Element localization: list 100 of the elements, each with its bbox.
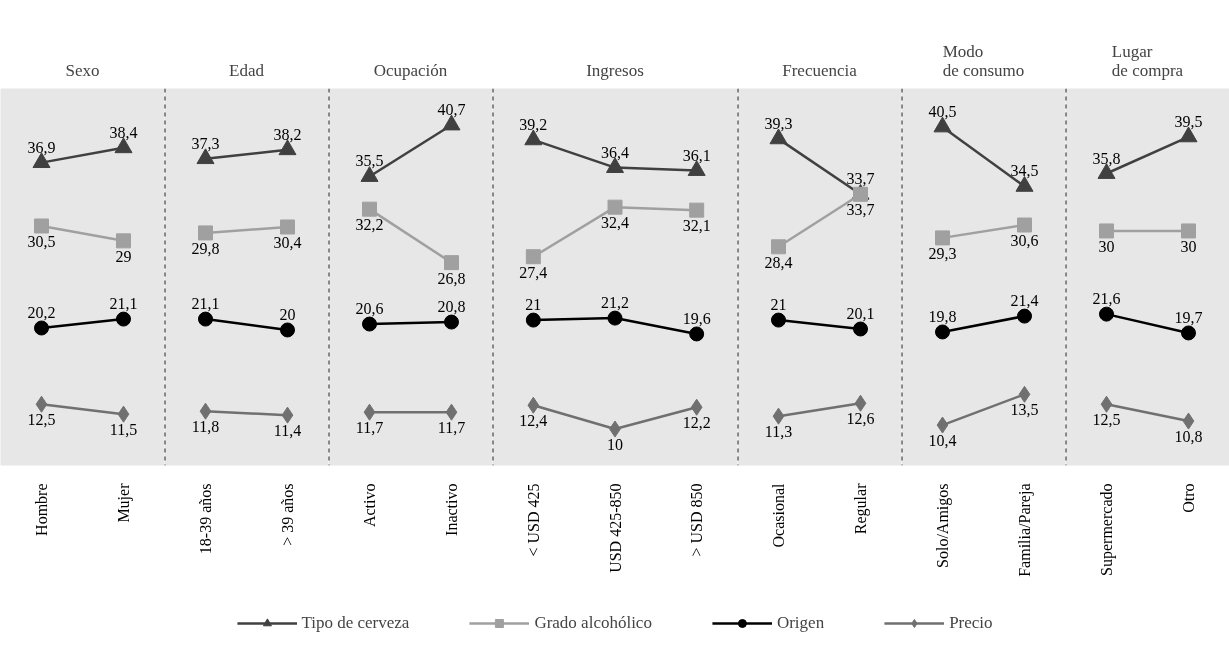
x-tick-label: Inactivo (443, 483, 460, 536)
point (771, 239, 786, 255)
x-tick-label: 18-39 años (197, 483, 214, 555)
point (199, 402, 212, 420)
data-label: 38,4 (109, 123, 138, 141)
point (34, 218, 49, 234)
point (281, 406, 294, 424)
data-label: 19,7 (1174, 308, 1203, 326)
x-tick-label: Ocasional (770, 482, 787, 548)
data-label: 21 (770, 296, 787, 314)
data-label: 35,8 (1092, 149, 1121, 167)
point (1100, 395, 1113, 413)
data-label: 35,5 (355, 152, 384, 170)
data-label: 10,4 (928, 432, 957, 450)
point (607, 310, 623, 326)
x-tick-label: > 39 años (279, 483, 296, 546)
point (853, 321, 868, 337)
point (771, 312, 786, 328)
point (935, 324, 950, 340)
data-label: 32,2 (355, 216, 384, 234)
point (444, 314, 459, 330)
point (1018, 385, 1031, 403)
data-label: 30 (1098, 237, 1115, 255)
data-label: 11,8 (191, 418, 220, 436)
data-label: 11,4 (273, 422, 302, 440)
point (689, 326, 705, 342)
point (35, 395, 48, 413)
data-label: 10 (607, 436, 623, 454)
data-label: 12,5 (1092, 411, 1121, 429)
legend-label: Tipo de cerveza (301, 613, 410, 633)
data-label: 39,2 (519, 115, 548, 133)
x-tick-label: USD 425-850 (606, 483, 624, 573)
point (1181, 325, 1196, 341)
data-label: 21,6 (1092, 290, 1121, 308)
point (689, 202, 705, 218)
point (1099, 306, 1114, 322)
data-label: 34,5 (1010, 162, 1039, 180)
data-label: 36,4 (601, 143, 629, 161)
data-label: 30,6 (1010, 232, 1039, 250)
data-label: 20,2 (27, 304, 56, 321)
legend-label: Precio (949, 613, 993, 633)
data-label: 21,1 (109, 295, 138, 313)
chart-title: Ingresos (586, 60, 644, 80)
data-label: 40,5 (928, 102, 957, 120)
chart-title: Lugar de compra (1111, 41, 1184, 80)
point (280, 322, 295, 338)
legend-label: Grado alcohólico (534, 613, 652, 633)
data-label: 19,6 (682, 309, 711, 327)
data-label: 20,1 (846, 304, 875, 322)
x-tick-label: Solo/Amigos (934, 483, 952, 568)
x-tick-label: Activo (361, 483, 378, 528)
data-label: 20 (279, 305, 296, 323)
point (362, 201, 377, 217)
point (936, 416, 949, 434)
data-label: 20,6 (355, 300, 384, 318)
chart-title: Edad (229, 60, 265, 80)
data-label: 11,5 (109, 421, 138, 439)
data-label: 11,7 (355, 419, 384, 437)
data-label: 12,2 (682, 414, 711, 432)
chart-title: Ocupación (373, 60, 448, 80)
data-label: 26,8 (437, 269, 466, 287)
point (34, 320, 49, 336)
x-tick-label: > USD 850 (688, 483, 706, 557)
chart-title: Frecuencia (782, 60, 858, 80)
point (1181, 223, 1196, 239)
data-label: 13,5 (1010, 401, 1039, 419)
data-label: 21,4 (1010, 292, 1039, 310)
data-label: 32,1 (682, 217, 711, 235)
point (445, 403, 458, 421)
x-tick-label: Regular (852, 482, 870, 535)
point (280, 219, 295, 235)
point (363, 403, 376, 421)
data-label: 32,4 (601, 214, 629, 232)
legend-label: Origen (776, 613, 825, 633)
x-tick-label: Otro (1180, 483, 1197, 513)
point (1099, 223, 1114, 239)
data-label: 27,4 (519, 263, 548, 281)
x-tick-label: Supermercado (1098, 483, 1116, 576)
point (362, 316, 377, 332)
point (1017, 308, 1032, 324)
chart-title: Modo de consumo (942, 41, 1025, 80)
x-tick-label: < USD 425 (524, 483, 542, 557)
data-label: 12,4 (519, 412, 548, 430)
data-label: 21,1 (191, 295, 220, 313)
point (198, 225, 213, 241)
data-label: 11,7 (437, 419, 466, 437)
data-label: 12,6 (846, 410, 875, 428)
data-label: 21,2 (601, 294, 629, 312)
point (854, 394, 867, 412)
data-label: 39,5 (1174, 112, 1203, 130)
data-label: 30,5 (27, 233, 56, 250)
point (1017, 217, 1032, 233)
point (525, 249, 541, 265)
point (116, 311, 131, 327)
point (116, 233, 131, 249)
x-tick-label: Hombre (33, 483, 50, 536)
data-label: 29,3 (928, 244, 957, 262)
point (198, 311, 213, 327)
data-label: 30,4 (273, 233, 302, 251)
data-label: 36,9 (27, 138, 56, 156)
